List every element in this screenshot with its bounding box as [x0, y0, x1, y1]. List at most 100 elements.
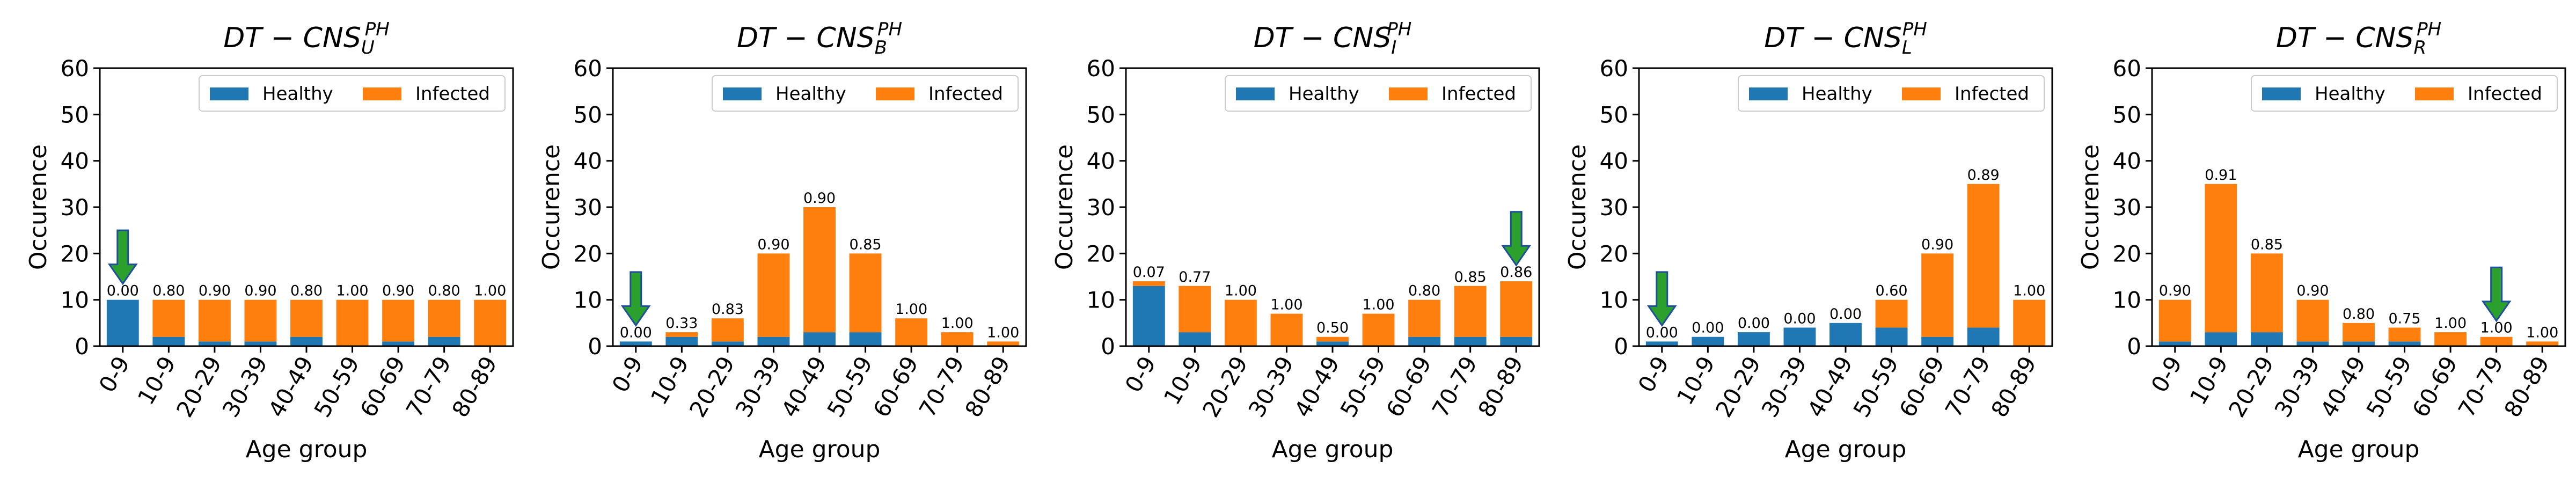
bar-value-label: 1.00 [2480, 320, 2513, 336]
x-tick-label: 70-79 [1427, 352, 1482, 422]
legend-label-infected: Infected [415, 83, 490, 105]
x-tick-label: 20-29 [684, 352, 740, 422]
bar-value-label: 1.00 [1270, 297, 1302, 313]
bar-healthy-40-49 [2343, 341, 2375, 346]
subplot-4: DT − CNSLPH 0.00 0.00 0.00 0.00 0.00 0.60 0.90 0… [1564, 19, 2053, 463]
x-tick-label: 70-79 [914, 352, 969, 422]
bar-value-label: 0.85 [849, 236, 881, 253]
bar-infected-40-49 [290, 299, 323, 337]
x-tick-label: 60-69 [1894, 352, 1949, 422]
y-tick-label: 0 [588, 333, 602, 360]
legend-swatch-healthy [1236, 87, 1275, 100]
bar-infected-10-9 [2205, 184, 2237, 333]
x-tick-label: 0-9 [94, 352, 135, 397]
bar-value-label: 0.80 [428, 283, 460, 299]
x-tick-label: 10-9 [1159, 352, 1207, 409]
bar-healthy-10-9 [2205, 332, 2237, 346]
chart-title: DT − CNSBPH [737, 19, 902, 58]
y-tick-label: 10 [1087, 287, 1115, 313]
bar-value-label: 0.86 [1500, 264, 1532, 281]
bar-value-label: 0.00 [107, 283, 139, 299]
bar-value-label: 0.75 [2388, 310, 2420, 327]
legend-label-infected: Infected [1441, 83, 1516, 105]
bar-healthy-10-9 [1692, 336, 1724, 346]
y-tick-label: 0 [1614, 333, 1628, 360]
x-axis-label: Age group [1785, 436, 1907, 463]
bar-value-label: 0.07 [1133, 264, 1165, 281]
x-tick-label: 10-9 [1672, 352, 1720, 409]
x-tick-label: 40-49 [1802, 352, 1857, 422]
y-tick-label: 60 [1087, 55, 1115, 82]
y-tick-label: 40 [1087, 148, 1115, 174]
y-axis-label: Occurence [1051, 144, 1078, 270]
x-axis-label: Age group [2298, 436, 2420, 463]
x-tick-label: 20-29 [2223, 352, 2279, 422]
chart-title-subscript: U [361, 37, 375, 58]
bar-value-label: 1.00 [895, 301, 927, 318]
highlight-arrow-icon [107, 229, 138, 286]
bar-healthy-30-39 [757, 336, 790, 346]
legend-swatch-healthy [210, 87, 248, 100]
bar-infected-50-59 [336, 299, 369, 346]
bar-healthy-10-9 [665, 336, 698, 346]
bar-value-label: 0.83 [712, 301, 744, 318]
bar-healthy-50-59 [2388, 341, 2421, 346]
legend-swatch-healthy [723, 87, 762, 100]
bar-value-label: 1.00 [474, 283, 506, 299]
y-tick-label: 10 [61, 287, 89, 313]
bar-infected-50-59 [849, 253, 882, 333]
bar-healthy-20-29 [198, 341, 231, 346]
bar-infected-40-49 [1316, 336, 1349, 342]
highlight-arrow-icon [1646, 271, 1677, 327]
legend: Healthy Infected [1225, 75, 1532, 112]
bar-infected-50-59 [1362, 313, 1395, 346]
bar-value-label: 0.85 [2251, 236, 2283, 253]
x-tick-label: 80-89 [2499, 352, 2554, 422]
x-tick-label: 0-9 [1120, 352, 1161, 397]
bar-healthy-20-29 [1737, 332, 1770, 346]
chart-title: DT − CNSRPH [2276, 19, 2441, 58]
x-tick-label: 70-79 [1940, 352, 1995, 422]
bar-infected-70-79 [1967, 184, 2000, 328]
bar-value-label: 0.00 [1692, 320, 1724, 336]
chart-title-main: DT − CNS [1254, 22, 1392, 54]
legend-label-healthy: Healthy [262, 83, 333, 105]
x-tick-label: 80-89 [960, 352, 1015, 422]
bar-infected-70-79 [941, 332, 974, 346]
x-tick-label: 60-69 [2407, 352, 2462, 422]
legend-swatch-healthy [1749, 87, 1788, 100]
bar-value-label: 1.00 [941, 315, 974, 332]
y-tick-label: 10 [1600, 287, 1628, 313]
bar-infected-10-9 [665, 332, 698, 337]
x-tick-label: 70-79 [2453, 352, 2508, 422]
bar-value-label: 0.00 [1829, 306, 1862, 323]
bar-infected-80-89 [987, 341, 1020, 346]
bar-healthy-20-29 [711, 341, 744, 346]
highlight-arrow-icon [620, 271, 651, 327]
bar-infected-0-9 [2158, 299, 2191, 342]
bar-value-label: 0.00 [1783, 310, 1816, 327]
y-tick-label: 30 [1087, 194, 1115, 221]
legend-swatch-healthy [2262, 87, 2301, 100]
x-tick-label: 40-49 [1289, 352, 1344, 422]
bar-infected-70-79 [2480, 336, 2513, 346]
bar-healthy-40-49 [1316, 341, 1349, 346]
subplot-3: DT − CNSIPH 0.07 0.77 1.00 1.00 0.50 1.00 0.80 0… [1051, 19, 1540, 463]
legend-swatch-infected [1389, 87, 1428, 100]
bar-value-label: 0.77 [1179, 269, 1211, 286]
legend: Healthy Infected [1738, 75, 2045, 112]
x-tick-label: 80-89 [1473, 352, 1528, 422]
chart-title-superscript: PH [1387, 19, 1411, 40]
x-tick-label: 60-69 [355, 352, 410, 422]
chart-title-main: DT − CNS [223, 22, 361, 54]
bar-value-label: 0.90 [244, 283, 276, 299]
legend-label-healthy: Healthy [775, 83, 846, 105]
bar-infected-30-39 [757, 253, 790, 337]
legend: Healthy Infected [2251, 75, 2558, 112]
x-tick-label: 50-59 [1848, 352, 1904, 422]
y-tick-label: 40 [61, 148, 89, 174]
subplot-2: DT − CNSBPH 0.00 0.33 0.83 0.90 0.90 0.85 1.00 1… [538, 19, 1027, 463]
bar-value-label: 1.00 [2434, 315, 2467, 332]
x-tick-label: 30-39 [2270, 352, 2325, 422]
bar-value-label: 0.00 [1646, 324, 1678, 341]
